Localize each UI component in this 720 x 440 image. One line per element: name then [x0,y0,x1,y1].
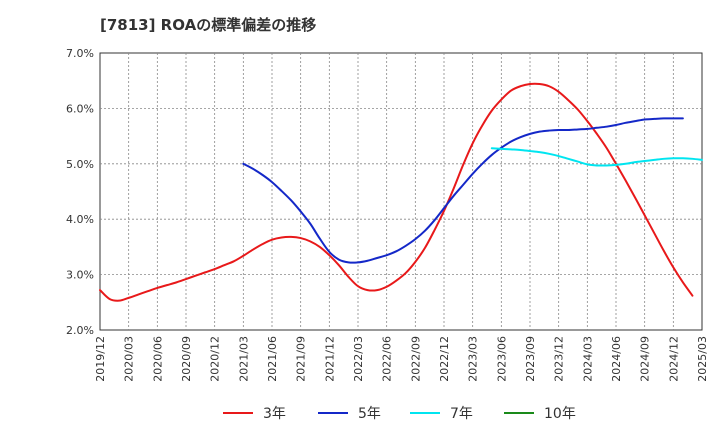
legend-item: 7年 [410,406,473,422]
chart-title: [7813] ROAの標準偏差の推移 [100,16,316,34]
x-tick-label: 2021/06 [266,336,279,382]
x-tick-label: 2024/06 [610,336,623,382]
x-tick-label: 2022/09 [409,336,422,382]
x-tick-label: 2022/12 [438,336,451,382]
y-tick-label: 5.0% [66,158,94,171]
series-line-3 [490,147,703,167]
series-lines [99,82,703,302]
x-tick-label: 2023/09 [524,336,537,382]
x-tick-label: 2020/12 [209,336,222,382]
legend: 3年 5年 7年 10年 [223,406,576,422]
x-axis: 2019/12 2020/03 2020/06 2020/09 2020/12 2021/… [94,336,709,382]
x-tick-label: 2020/06 [151,336,164,382]
legend-label: 7年 [450,406,473,422]
y-axis: 2.0% 3.0% 4.0% 5.0% 6.0% 7.0% [66,47,94,337]
x-tick-label: 2019/12 [94,336,107,382]
legend-item: 10年 [504,406,576,422]
y-tick-label: 4.0% [66,213,94,226]
x-tick-label: 2024/12 [667,336,680,382]
x-tick-label: 2020/09 [180,336,193,382]
x-tick-label: 2021/03 [237,336,250,382]
legend-label: 10年 [544,406,576,422]
x-tick-label: 2022/06 [381,336,394,382]
x-tick-label: 2023/03 [467,336,480,382]
y-tick-label: 2.0% [66,324,94,337]
x-tick-label: 2023/12 [553,336,566,382]
y-tick-label: 3.0% [66,269,94,282]
plot-area [99,52,703,331]
legend-label: 3年 [263,406,286,422]
x-tick-label: 2024/09 [639,336,652,382]
legend-item: 5年 [318,406,381,422]
x-tick-label: 2022/03 [352,336,365,382]
y-tick-label: 7.0% [66,47,94,60]
legend-label: 5年 [358,406,381,422]
series-line-2 [242,117,684,264]
y-tick-label: 6.0% [66,102,94,115]
x-tick-label: 2020/03 [123,336,136,382]
grid [100,53,702,330]
x-tick-label: 2023/06 [495,336,508,382]
x-tick-label: 2024/03 [581,336,594,382]
legend-item: 3年 [223,406,286,422]
x-tick-label: 2021/09 [295,336,308,382]
x-tick-label: 2021/12 [323,336,336,382]
series-line-1 [99,82,694,302]
x-tick-label: 2025/03 [696,336,709,382]
